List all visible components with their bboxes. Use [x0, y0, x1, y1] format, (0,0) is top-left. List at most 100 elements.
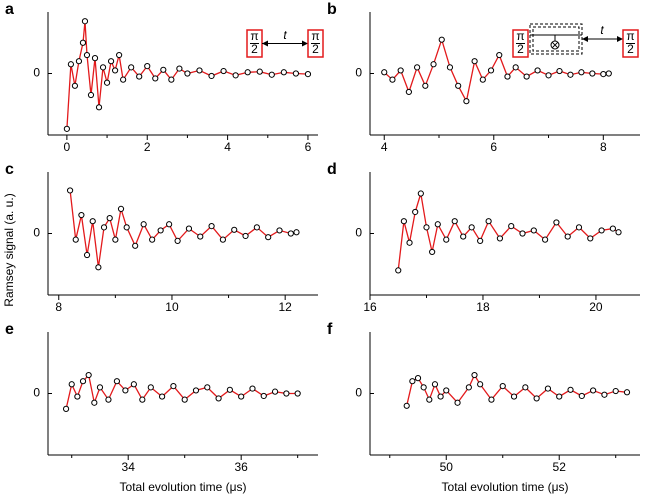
data-point	[130, 381, 137, 388]
data-point	[429, 248, 436, 256]
data-point	[120, 76, 127, 83]
data-point	[184, 70, 191, 77]
data-point	[157, 227, 164, 234]
data-point	[431, 381, 439, 388]
data-point	[81, 18, 89, 25]
data-point	[208, 72, 215, 80]
delay-label: t	[600, 23, 604, 37]
x-axis-label: Total evolution time (μs)	[120, 480, 247, 494]
data-point	[122, 387, 129, 394]
data-point	[567, 71, 574, 78]
data-point	[533, 395, 540, 402]
data-point	[160, 66, 167, 73]
data-point	[253, 224, 260, 231]
data-point	[542, 236, 549, 243]
data-point	[477, 381, 484, 388]
data-point	[508, 223, 515, 230]
y-axis-label: Ramsey signal (a. u.)	[2, 193, 16, 306]
y-tick-label: 0	[33, 66, 40, 80]
data-point	[185, 225, 193, 232]
data-point	[226, 386, 233, 393]
pulse-den: 2	[312, 42, 319, 56]
data-point	[615, 229, 622, 236]
x-tick-label: 20	[589, 300, 603, 314]
gate-cross	[551, 41, 559, 49]
data-point	[136, 73, 143, 80]
data-point	[197, 233, 204, 240]
data-point	[276, 227, 283, 234]
data-point	[220, 67, 227, 75]
data-point	[510, 393, 518, 400]
series	[381, 36, 612, 105]
data-point	[534, 67, 541, 74]
pulse-box	[307, 29, 324, 58]
data-point	[256, 68, 263, 75]
data-point	[567, 386, 574, 393]
data-point	[66, 187, 74, 194]
data-point	[438, 36, 445, 43]
data-point	[417, 190, 424, 197]
data-point	[62, 405, 70, 412]
data-point	[168, 76, 175, 83]
data-point	[170, 383, 177, 390]
data-point	[601, 391, 608, 398]
data-point	[91, 399, 98, 406]
series	[63, 18, 312, 132]
series	[66, 187, 300, 271]
inset-b: π 2 t π 2	[512, 23, 639, 58]
data-point	[590, 387, 597, 394]
data-point	[504, 73, 511, 80]
pulse-den: 2	[627, 42, 634, 56]
data-point	[400, 218, 407, 225]
data-point	[471, 58, 478, 65]
pulse-num: π	[626, 29, 634, 43]
data-point	[471, 371, 478, 379]
data-point	[564, 233, 571, 240]
panel: a 0 0 2 4 6	[5, 1, 318, 154]
x-tick-label: 18	[476, 300, 490, 314]
data-point	[149, 236, 156, 243]
data-point	[451, 218, 458, 225]
data-point	[87, 91, 95, 99]
data-point	[68, 381, 75, 388]
data-point	[409, 378, 416, 385]
data-point	[443, 387, 450, 394]
fit-line	[65, 373, 298, 410]
panel-label: d	[327, 161, 337, 178]
data-point	[283, 390, 290, 397]
data-point	[139, 396, 146, 403]
data-point	[406, 239, 413, 246]
y-tick-label: 0	[355, 226, 362, 240]
data-point	[85, 371, 92, 379]
data-point	[111, 67, 119, 74]
pulse-num: π	[311, 29, 319, 43]
data-point	[181, 396, 188, 403]
data-point	[292, 70, 300, 77]
y-tick-label: 0	[33, 226, 40, 240]
x-tick-label: 16	[363, 300, 377, 314]
panel: e 0 34 36 Total evolution time (μs)	[5, 321, 318, 494]
data-point	[556, 393, 563, 400]
data-point	[75, 58, 83, 65]
data-point	[578, 392, 585, 400]
pulse-box	[512, 29, 529, 58]
data-point	[72, 236, 79, 243]
data-point	[95, 264, 102, 271]
data-point	[219, 236, 227, 243]
panel-label: c	[5, 161, 14, 178]
data-point	[147, 384, 154, 391]
data-point	[426, 396, 433, 403]
data-point	[215, 395, 222, 402]
data-point	[91, 55, 99, 62]
y-tick-label: 0	[33, 386, 40, 400]
data-point	[152, 75, 159, 82]
pulse-den: 2	[517, 42, 524, 56]
data-point	[589, 70, 596, 77]
data-point	[437, 393, 444, 400]
data-point	[422, 82, 429, 89]
data-point	[78, 211, 85, 219]
data-point	[287, 230, 294, 237]
data-point	[280, 69, 287, 76]
data-point	[463, 98, 470, 105]
data-point	[116, 51, 123, 59]
